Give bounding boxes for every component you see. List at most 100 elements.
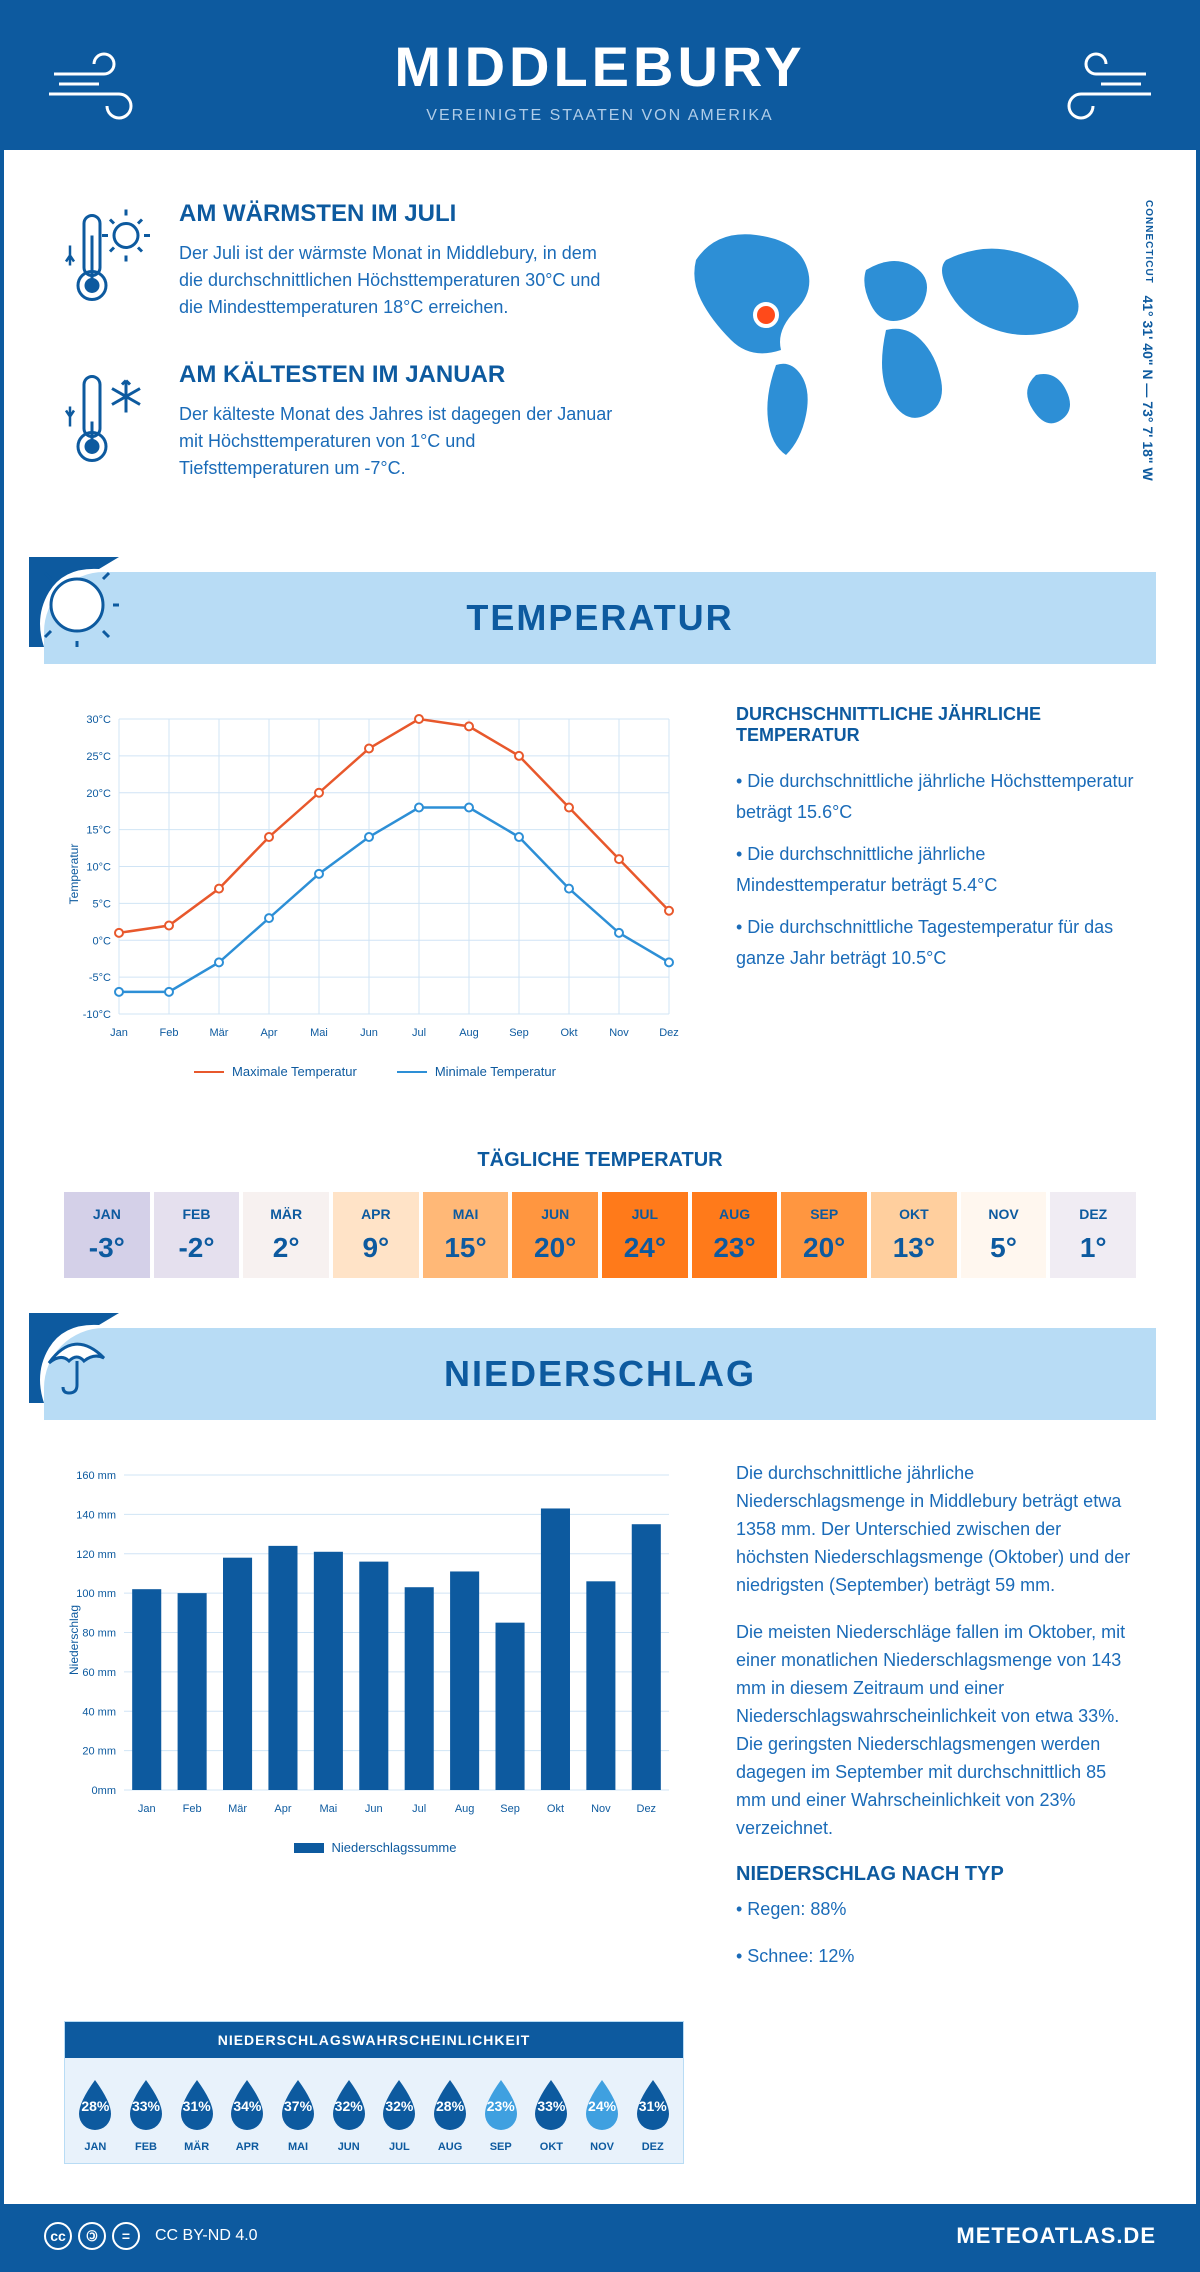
svg-text:100 mm: 100 mm bbox=[76, 1588, 116, 1600]
svg-text:0mm: 0mm bbox=[92, 1785, 116, 1797]
site-name: METEOATLAS.DE bbox=[956, 2223, 1156, 2249]
temp-cell: MAI15° bbox=[423, 1192, 509, 1278]
prob-drop: 37%MAI bbox=[274, 2068, 323, 2153]
nd-icon: = bbox=[112, 2222, 140, 2250]
svg-text:Sep: Sep bbox=[500, 1803, 520, 1815]
precip-section-bar: NIEDERSCHLAG bbox=[44, 1328, 1156, 1420]
svg-text:15°C: 15°C bbox=[86, 825, 111, 837]
temp-chart: -10°C-5°C0°C5°C10°C15°C20°C25°C30°CJanFe… bbox=[64, 704, 686, 1079]
city-title: MIDDLEBURY bbox=[24, 34, 1176, 99]
svg-text:0°C: 0°C bbox=[93, 935, 112, 947]
svg-text:Apr: Apr bbox=[260, 1027, 277, 1039]
svg-text:Sep: Sep bbox=[509, 1027, 529, 1039]
line-chart: -10°C-5°C0°C5°C10°C15°C20°C25°C30°CJanFe… bbox=[64, 704, 684, 1044]
coordinates: CONNECTICUT 41° 31' 40" N — 73° 7' 18" W bbox=[1140, 200, 1156, 481]
temp-grid: JAN-3°FEB-2°MÄR2°APR9°MAI15°JUN20°JUL24°… bbox=[64, 1192, 1136, 1278]
avg-bullet-3: • Die durchschnittliche Tagestemperatur … bbox=[736, 912, 1136, 973]
avg-temp-title: DURCHSCHNITTLICHE JÄHRLICHE TEMPERATUR bbox=[736, 704, 1136, 746]
precip-content: 0mm20 mm40 mm60 mm80 mm100 mm120 mm140 m… bbox=[4, 1420, 1196, 2021]
precip-para-2: Die meisten Niederschläge fallen im Okto… bbox=[736, 1619, 1136, 1842]
prob-drop: 28%AUG bbox=[426, 2068, 475, 2153]
coldest-block: AM KÄLTESTEN IM JANUAR Der kälteste Mona… bbox=[64, 361, 616, 482]
prob-title: NIEDERSCHLAGSWAHRSCHEINLICHKEIT bbox=[65, 2022, 683, 2058]
avg-bullet-1: • Die durchschnittliche jährliche Höchst… bbox=[736, 766, 1136, 827]
legend-min: Minimale Temperatur bbox=[397, 1064, 556, 1079]
cc-icons: cc 🄯 = bbox=[44, 2222, 140, 2250]
precip-chart: 0mm20 mm40 mm60 mm80 mm100 mm120 mm140 m… bbox=[64, 1460, 686, 1991]
intro-left: AM WÄRMSTEN IM JULI Der Juli ist der wär… bbox=[64, 200, 616, 522]
footer: cc 🄯 = CC BY-ND 4.0 METEOATLAS.DE bbox=[4, 2204, 1196, 2268]
svg-text:Jun: Jun bbox=[360, 1027, 378, 1039]
svg-text:40 mm: 40 mm bbox=[82, 1706, 116, 1718]
svg-text:140 mm: 140 mm bbox=[76, 1509, 116, 1521]
svg-text:160 mm: 160 mm bbox=[76, 1470, 116, 1482]
prob-drop: 33%OKT bbox=[527, 2068, 576, 2153]
svg-text:Nov: Nov bbox=[609, 1027, 629, 1039]
prob-drop: 24%NOV bbox=[578, 2068, 627, 2153]
precip-type-title: NIEDERSCHLAG NACH TYP bbox=[736, 1863, 1136, 1886]
svg-text:-10°C: -10°C bbox=[83, 1009, 111, 1021]
world-map-icon bbox=[656, 200, 1136, 480]
warmest-desc: Der Juli ist der wärmste Monat in Middle… bbox=[179, 240, 616, 321]
prob-drop: 32%JUN bbox=[324, 2068, 373, 2153]
svg-text:30°C: 30°C bbox=[86, 714, 111, 726]
svg-text:Jul: Jul bbox=[412, 1027, 426, 1039]
daily-temp: TÄGLICHE TEMPERATUR JAN-3°FEB-2°MÄR2°APR… bbox=[64, 1149, 1136, 1278]
svg-text:Dez: Dez bbox=[637, 1803, 657, 1815]
svg-text:25°C: 25°C bbox=[86, 751, 111, 763]
temp-cell: JUL24° bbox=[602, 1192, 688, 1278]
license-text: CC BY-ND 4.0 bbox=[155, 2227, 258, 2245]
svg-text:10°C: 10°C bbox=[86, 862, 111, 874]
coldest-desc: Der kälteste Monat des Jahres ist dagege… bbox=[179, 401, 616, 482]
svg-text:Mär: Mär bbox=[228, 1803, 247, 1815]
probability-box: NIEDERSCHLAGSWAHRSCHEINLICHKEIT 28%JAN 33… bbox=[64, 2021, 684, 2164]
precip-snow: • Schnee: 12% bbox=[736, 1943, 1136, 1971]
temp-content: -10°C-5°C0°C5°C10°C15°C20°C25°C30°CJanFe… bbox=[4, 664, 1196, 1119]
svg-text:Jan: Jan bbox=[138, 1803, 156, 1815]
prob-drop: 31%MÄR bbox=[172, 2068, 221, 2153]
thermometer-snow-icon bbox=[64, 361, 154, 482]
prob-drop: 28%JAN bbox=[71, 2068, 120, 2153]
svg-text:Jan: Jan bbox=[110, 1027, 128, 1039]
intro-section: AM WÄRMSTEN IM JULI Der Juli ist der wär… bbox=[4, 150, 1196, 572]
wind-icon bbox=[1036, 44, 1156, 124]
temp-cell: JAN-3° bbox=[64, 1192, 150, 1278]
precip-rain: • Regen: 88% bbox=[736, 1896, 1136, 1924]
temp-legend: Maximale Temperatur Minimale Temperatur bbox=[64, 1064, 686, 1079]
umbrella-icon bbox=[29, 1313, 119, 1403]
legend-sum: Niederschlagssumme bbox=[294, 1840, 457, 1855]
svg-text:Mär: Mär bbox=[210, 1027, 229, 1039]
precip-legend: Niederschlagssumme bbox=[64, 1840, 686, 1855]
svg-text:20 mm: 20 mm bbox=[82, 1746, 116, 1758]
svg-text:Niederschlag: Niederschlag bbox=[67, 1605, 81, 1675]
svg-text:Okt: Okt bbox=[560, 1027, 577, 1039]
infographic-page: MIDDLEBURY VEREINIGTE STAATEN VON AMERIK… bbox=[0, 0, 1200, 2272]
svg-text:Temperatur: Temperatur bbox=[67, 844, 81, 905]
svg-text:Mai: Mai bbox=[320, 1803, 338, 1815]
temp-cell: MÄR2° bbox=[243, 1192, 329, 1278]
svg-text:Nov: Nov bbox=[591, 1803, 611, 1815]
temp-cell: SEP20° bbox=[781, 1192, 867, 1278]
warmest-block: AM WÄRMSTEN IM JULI Der Juli ist der wär… bbox=[64, 200, 616, 321]
by-icon: 🄯 bbox=[78, 2222, 106, 2250]
avg-bullet-2: • Die durchschnittliche jährliche Mindes… bbox=[736, 839, 1136, 900]
daily-title: TÄGLICHE TEMPERATUR bbox=[64, 1149, 1136, 1172]
svg-text:-5°C: -5°C bbox=[89, 972, 111, 984]
temp-cell: FEB-2° bbox=[154, 1192, 240, 1278]
svg-text:80 mm: 80 mm bbox=[82, 1628, 116, 1640]
header: MIDDLEBURY VEREINIGTE STAATEN VON AMERIK… bbox=[4, 4, 1196, 150]
temp-title: TEMPERATUR bbox=[466, 597, 733, 639]
map-wrap: CONNECTICUT 41° 31' 40" N — 73° 7' 18" W bbox=[656, 200, 1136, 522]
temp-cell: OKT13° bbox=[871, 1192, 957, 1278]
svg-text:Jun: Jun bbox=[365, 1803, 383, 1815]
temp-cell: DEZ1° bbox=[1050, 1192, 1136, 1278]
precip-para-1: Die durchschnittliche jährliche Niedersc… bbox=[736, 1460, 1136, 1599]
svg-text:Mai: Mai bbox=[310, 1027, 328, 1039]
prob-drop: 23%SEP bbox=[476, 2068, 525, 2153]
legend-max: Maximale Temperatur bbox=[194, 1064, 357, 1079]
wind-icon bbox=[44, 44, 164, 124]
svg-text:Aug: Aug bbox=[455, 1803, 475, 1815]
coldest-title: AM KÄLTESTEN IM JANUAR bbox=[179, 361, 616, 389]
temp-side-info: DURCHSCHNITTLICHE JÄHRLICHE TEMPERATUR •… bbox=[736, 704, 1136, 1079]
warmest-text: AM WÄRMSTEN IM JULI Der Juli ist der wär… bbox=[179, 200, 616, 321]
